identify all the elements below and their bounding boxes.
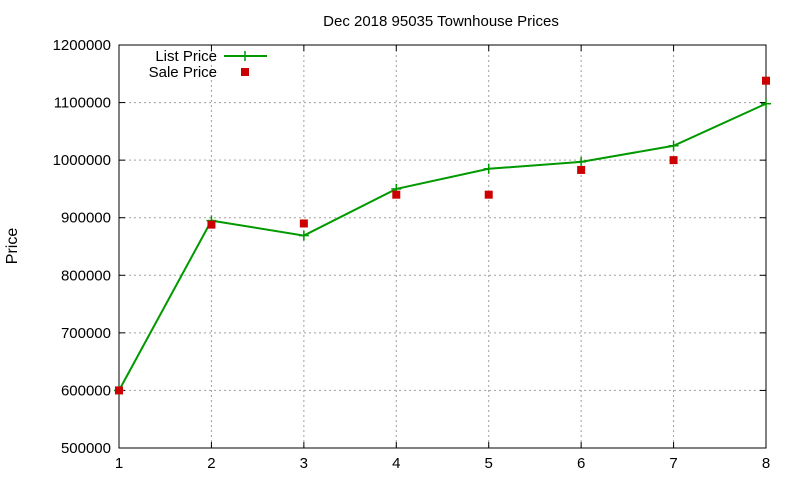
series-sale-price [115, 76, 770, 395]
y-tick-label: 700000 [61, 325, 111, 342]
legend-marker [241, 68, 249, 76]
y-tick-label: 600000 [61, 382, 111, 399]
grid [119, 45, 766, 448]
data-point [761, 98, 771, 109]
y-tick-label: 800000 [61, 267, 111, 284]
legend-item: List Price [155, 48, 267, 65]
x-tick-label: 3 [300, 455, 308, 472]
data-point [577, 165, 586, 174]
x-tick-label: 8 [762, 455, 770, 472]
series-group [114, 76, 771, 396]
y-tick-label: 1000000 [53, 152, 111, 169]
y-tick-label: 1100000 [54, 95, 111, 112]
data-point [299, 219, 308, 228]
y-axis-label: Price [4, 228, 21, 265]
y-tick-label: 1200000 [53, 37, 111, 54]
x-tick-label: 7 [669, 455, 677, 472]
legend-item: Sale Price [149, 64, 249, 81]
data-point [576, 156, 587, 167]
series-line [118, 102, 767, 391]
y-tick-label: 900000 [61, 210, 111, 227]
data-point [207, 220, 216, 229]
data-point [483, 163, 494, 174]
axis-ticks: 500000 600000 700000 800000 900000 1000000 110… [53, 37, 771, 472]
x-tick-label: 6 [577, 455, 585, 472]
data-point [762, 76, 770, 85]
series-list-price [114, 98, 771, 396]
x-tick-label: 5 [485, 455, 493, 472]
plot-frame [118, 44, 767, 449]
y-tick-label: 500000 [61, 440, 111, 457]
x-tick-label: 2 [207, 455, 215, 472]
data-point [298, 230, 309, 241]
data-point [669, 156, 678, 165]
x-tick-label: 4 [392, 455, 400, 472]
data-point [668, 140, 679, 151]
data-point [484, 190, 493, 199]
x-tick-label: 1 [115, 455, 123, 472]
legend-label: List Price [155, 48, 217, 65]
data-point [115, 386, 123, 395]
legend-marker [240, 51, 250, 61]
chart-title: Dec 2018 95035 Townhouse Prices [323, 13, 559, 30]
data-point [392, 190, 401, 199]
legend-label: Sale Price [149, 64, 217, 81]
